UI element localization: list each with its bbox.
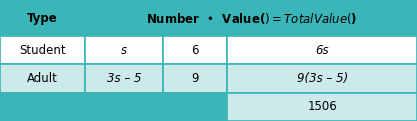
Bar <box>85 93 163 121</box>
Bar <box>85 36 163 64</box>
Bar <box>0 64 85 93</box>
Text: 6s: 6s <box>315 44 329 57</box>
Bar <box>227 36 417 64</box>
Text: 6: 6 <box>191 44 198 57</box>
Text: Type: Type <box>28 12 58 25</box>
Bar <box>227 64 417 93</box>
Bar <box>227 93 417 121</box>
Bar <box>0 0 85 36</box>
Text: 3s – 5: 3s – 5 <box>107 72 141 85</box>
Text: 9(3s – 5): 9(3s – 5) <box>296 72 348 85</box>
Bar <box>163 93 227 121</box>
Text: 9: 9 <box>191 72 198 85</box>
Text: s: s <box>121 44 127 57</box>
Bar <box>0 36 85 64</box>
Bar <box>163 64 227 93</box>
Bar <box>85 0 417 36</box>
Text: 1506: 1506 <box>307 100 337 113</box>
Bar <box>85 64 163 93</box>
Bar <box>163 36 227 64</box>
Text: Number  •  Value($)  =  Total Value($): Number • Value($) = Total Value($) <box>146 11 357 26</box>
Bar <box>0 93 85 121</box>
Text: Adult: Adult <box>27 72 58 85</box>
Text: Student: Student <box>20 44 66 57</box>
